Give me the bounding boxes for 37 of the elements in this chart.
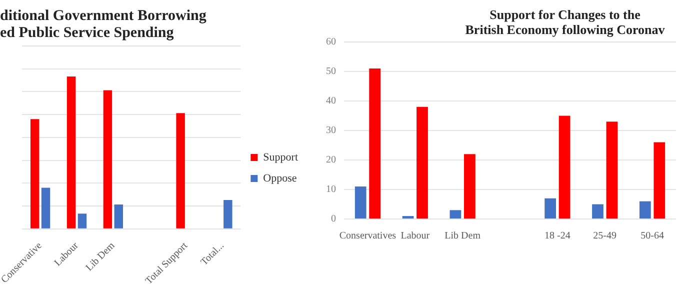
y-tick-label: 60 <box>326 36 336 48</box>
legend-label: Oppose <box>263 172 297 184</box>
bar <box>558 116 570 218</box>
y-tick-label: 10 <box>326 184 336 196</box>
bar <box>544 198 556 218</box>
bar <box>654 142 666 218</box>
bar <box>354 186 366 218</box>
chart-title: ditional Government Borrowing ed Public Service Spending <box>0 8 208 42</box>
y-tick-label: 30 <box>326 125 336 136</box>
chart-title: Support for Changes to the British Economy following Coronav <box>464 7 666 38</box>
bar <box>78 214 87 228</box>
bar <box>103 90 112 228</box>
x-tick-label: 18 -24 <box>544 230 570 242</box>
bar <box>416 106 428 218</box>
bar <box>450 210 462 218</box>
y-tick-label: 50 <box>326 66 336 78</box>
bar <box>41 188 50 228</box>
y-tick-label: 40 <box>326 96 336 107</box>
x-tick-label: Lib Dem <box>444 230 481 242</box>
x-tick-label: Conservatives <box>339 230 396 242</box>
x-tick-label: Lib Dem <box>84 240 118 274</box>
bar <box>369 68 381 218</box>
x-tick-label: 25-49 <box>593 230 617 242</box>
bar <box>592 204 604 218</box>
y-tick-label: 0 <box>331 214 336 225</box>
bar <box>606 122 618 218</box>
bar <box>224 200 232 228</box>
x-tick-label: 50-64 <box>640 230 664 242</box>
bar <box>464 154 476 218</box>
legend-label: Support <box>263 151 298 164</box>
bar <box>114 204 123 228</box>
bar <box>639 201 651 218</box>
x-tick-label: Labour <box>400 230 430 242</box>
y-tick-label: 20 <box>326 154 336 166</box>
bar <box>66 76 76 228</box>
bar <box>176 113 185 228</box>
bar <box>30 119 40 228</box>
